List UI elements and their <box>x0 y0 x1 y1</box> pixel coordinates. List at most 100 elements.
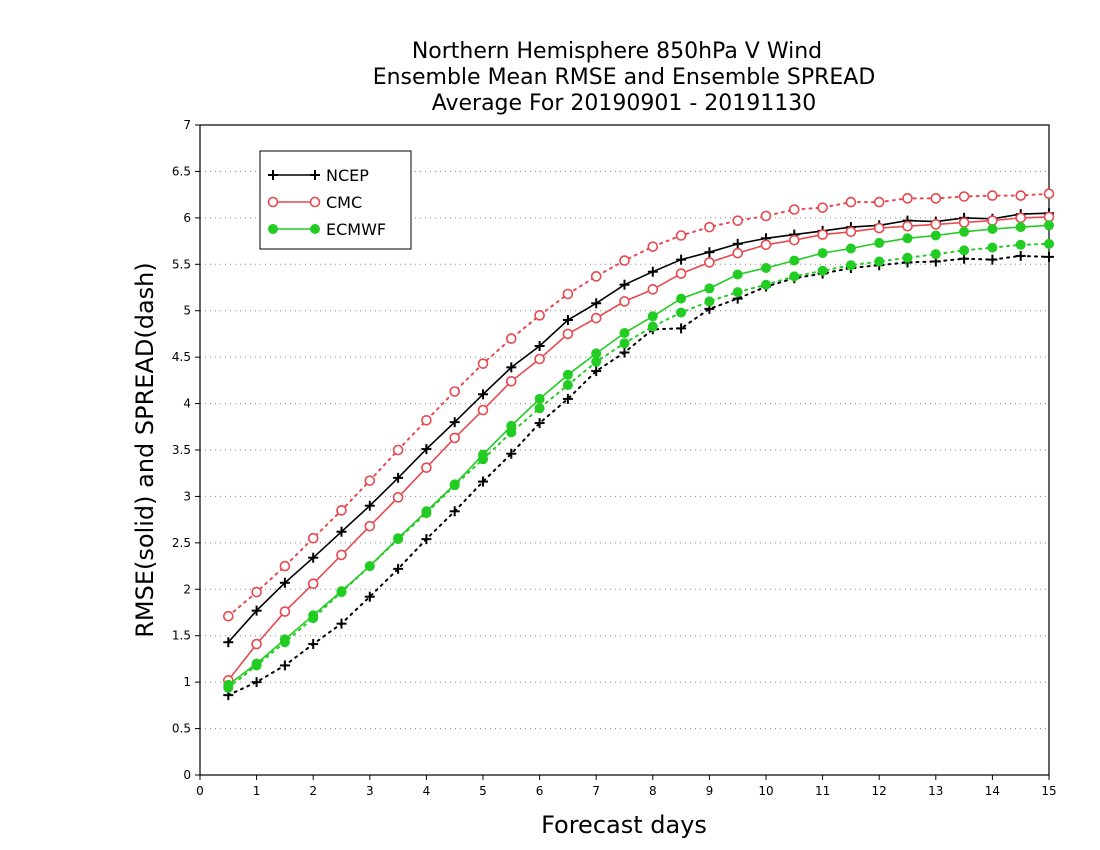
ncep-series <box>223 208 1054 701</box>
ecmwf-spread-point <box>817 265 828 276</box>
legend-item-cmc: CMC <box>267 193 362 212</box>
ncep-rmse-point <box>732 238 743 249</box>
ncep-spread-point <box>1015 250 1026 261</box>
title-line-3: Average For 20190901 - 20191130 <box>432 91 817 116</box>
cmc-spread-point <box>845 196 857 208</box>
ecmwf-rmse-point <box>732 269 743 280</box>
ecmwf-rmse-line <box>227 224 1050 686</box>
cmc-rmse-point <box>732 247 744 259</box>
ecmwf-rmse-point <box>336 586 347 597</box>
cmc-rmse-point <box>336 549 347 561</box>
cmc-rmse-point <box>958 217 970 228</box>
cmc-spread-point <box>336 505 347 516</box>
x-tick-label: 7 <box>592 784 600 798</box>
ncep-spread-point <box>251 677 262 688</box>
cmc-rmse-point <box>505 375 517 387</box>
legend-marker <box>310 170 320 180</box>
cmc-spread-point <box>732 215 744 226</box>
ecmwf-rmse-point <box>393 533 404 544</box>
ncep-rmse-point <box>534 341 545 351</box>
cmc-spread-point <box>562 288 574 300</box>
cmc-spread-point <box>421 414 432 426</box>
cmc-rmse-point <box>279 606 291 617</box>
gridlines <box>200 170 1049 730</box>
legend-marker <box>267 196 279 208</box>
ecmwf-rmse-point <box>478 449 488 460</box>
cmc-rmse-point <box>534 353 545 365</box>
x-tick-label: 11 <box>815 784 830 798</box>
ecmwf-rmse-point <box>506 420 517 431</box>
x-tick-label: 6 <box>536 784 544 798</box>
ncep-spread-point <box>534 418 545 429</box>
cmc-spread-point <box>392 444 404 456</box>
cmc-rmse-point <box>760 239 772 251</box>
cmc-spread-point <box>760 210 772 222</box>
ncep-rmse-point <box>421 444 432 455</box>
y-tick-label: 6 <box>183 211 191 225</box>
cmc-rmse-point <box>392 492 404 503</box>
ecmwf-rmse-point <box>987 224 998 234</box>
ecmwf-spread-point <box>732 287 743 298</box>
ecmwf-spread-point <box>619 338 630 349</box>
cmc-spread-point <box>505 333 517 344</box>
cmc-rmse-point <box>817 229 828 240</box>
legend-marker <box>268 224 278 234</box>
ncep-rmse-point <box>478 389 488 400</box>
ncep-spread-point <box>591 366 602 377</box>
ncep-spread-point <box>987 254 998 265</box>
ncep-spread-point <box>421 534 432 545</box>
y-tick-label: 4.5 <box>172 350 191 364</box>
ncep-rmse-point <box>647 266 658 277</box>
y-tick-label: 4 <box>183 397 191 411</box>
cmc-rmse-point <box>562 328 574 340</box>
cmc-rmse-line <box>227 216 1050 681</box>
ecmwf-rmse-point <box>845 243 856 254</box>
ecmwf-spread-point <box>845 260 856 271</box>
y-tick-label: 5.5 <box>172 257 191 271</box>
legend-label: NCEP <box>326 166 369 185</box>
cmc-spread-point <box>279 560 291 572</box>
cmc-rmse-point <box>845 226 857 238</box>
ncep-rmse-point <box>562 315 573 325</box>
legend-item-ecmwf: ECMWF <box>268 220 386 239</box>
ecmwf-rmse-point <box>704 283 715 294</box>
ecmwf-spread-point <box>534 403 545 414</box>
cmc-series <box>223 188 1055 686</box>
cmc-rmse-point <box>647 284 659 295</box>
cmc-spread-point <box>873 196 885 208</box>
cmc-spread-point <box>619 255 630 266</box>
cmc-spread-point <box>902 193 913 204</box>
cmc-rmse-point <box>930 219 942 230</box>
legend-label: ECMWF <box>326 220 386 239</box>
title-line-1: Northern Hemisphere 850hPa V Wind <box>412 39 822 64</box>
cmc-rmse-point <box>873 222 885 234</box>
x-tick-label: 2 <box>309 784 317 798</box>
ncep-spread-line <box>227 254 1050 697</box>
ncep-rmse-point <box>364 500 375 511</box>
y-tick-label: 1 <box>183 675 191 689</box>
legend-box <box>259 150 412 250</box>
cmc-spread-point <box>1015 190 1027 201</box>
ncep-rmse-point <box>279 577 290 588</box>
ecmwf-rmse-point <box>676 293 687 304</box>
ecmwf-rmse-point <box>761 263 771 273</box>
ecmwf-rmse-point <box>959 226 970 237</box>
cmc-rmse-point <box>675 268 687 279</box>
cmc-rmse-point <box>307 578 319 590</box>
x-tick-label: 5 <box>479 784 487 798</box>
ecmwf-spread-point <box>591 356 602 367</box>
cmc-spread-point <box>987 190 998 201</box>
ncep-rmse-point <box>393 472 404 483</box>
ncep-spread-point <box>676 323 687 334</box>
ecmwf-rmse-point <box>562 369 573 380</box>
ecmwf-rmse-point <box>789 255 800 266</box>
data-series <box>223 188 1055 701</box>
y-tick-label: 3.5 <box>172 443 191 457</box>
ecmwf-spread-point <box>902 252 913 263</box>
cmc-spread-point <box>364 475 376 486</box>
ecmwf-spread-point <box>676 307 687 318</box>
ncep-rmse-point <box>449 417 460 428</box>
y-tick-label: 0.5 <box>172 722 191 736</box>
ecmwf-rmse-point <box>1044 220 1054 231</box>
